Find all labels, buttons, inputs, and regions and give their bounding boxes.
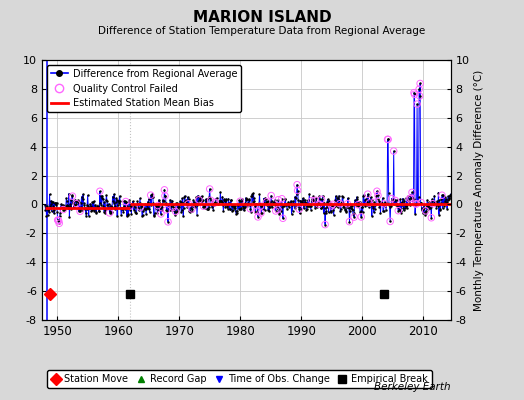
Point [354, 202, 362, 208]
Point [122, 198, 130, 205]
Point [394, 208, 402, 214]
Point [315, 201, 323, 208]
Point [308, 198, 316, 204]
Point [254, 214, 262, 220]
Point [53, 217, 62, 223]
Point [59, 206, 68, 213]
Point [438, 192, 446, 198]
Point [274, 196, 282, 203]
Point [161, 193, 169, 199]
Point [188, 206, 196, 212]
Point [328, 203, 336, 209]
Point [405, 196, 413, 202]
Point [318, 196, 326, 202]
Point [274, 206, 282, 212]
Point [336, 200, 344, 207]
Point [293, 187, 302, 194]
Point [169, 204, 177, 210]
Y-axis label: Monthly Temperature Anomaly Difference (°C): Monthly Temperature Anomaly Difference (… [474, 69, 484, 311]
Point [267, 192, 276, 199]
Point [416, 80, 424, 87]
Point [386, 218, 395, 225]
Point [408, 189, 416, 196]
Point [365, 200, 374, 206]
Point [126, 203, 134, 210]
Text: MARION ISLAND: MARION ISLAND [193, 10, 331, 25]
Point [427, 214, 435, 221]
Point [246, 206, 255, 212]
Text: Difference of Station Temperature Data from Regional Average: Difference of Station Temperature Data f… [99, 26, 425, 36]
Point [415, 86, 423, 92]
Point [413, 101, 421, 107]
Point [76, 208, 84, 214]
Point [211, 200, 219, 206]
Point [54, 217, 62, 224]
Point [96, 188, 104, 194]
Point [407, 195, 415, 201]
Point [253, 208, 261, 214]
Point [257, 210, 265, 216]
Legend: Station Move, Record Gap, Time of Obs. Change, Empirical Break: Station Move, Record Gap, Time of Obs. C… [47, 370, 432, 388]
Point [343, 201, 352, 207]
Point [55, 220, 63, 226]
Point [136, 204, 145, 210]
Point [421, 208, 430, 214]
Point [391, 197, 399, 204]
Point [279, 215, 287, 222]
Point [200, 203, 208, 210]
Point [321, 221, 329, 228]
Point [295, 206, 303, 212]
Point [271, 208, 280, 214]
Point [184, 201, 192, 207]
Point [256, 203, 265, 209]
Point [154, 202, 162, 209]
Point [72, 200, 81, 207]
Point [364, 191, 372, 197]
Point [236, 198, 244, 204]
Point [411, 201, 420, 207]
Point [263, 199, 271, 205]
Point [387, 195, 396, 202]
Point [373, 188, 381, 194]
Point [357, 214, 365, 220]
Point [195, 197, 203, 203]
Point [68, 193, 77, 199]
Point [389, 148, 398, 154]
Point [160, 187, 169, 193]
Point [105, 210, 114, 216]
Point [211, 199, 220, 206]
Point [329, 201, 337, 208]
Point [157, 211, 165, 217]
Point [147, 192, 155, 198]
Point [345, 218, 354, 225]
Point [171, 208, 180, 215]
Point [429, 200, 437, 207]
Point [311, 197, 320, 204]
Point [384, 136, 392, 142]
Point [370, 199, 378, 206]
Point [164, 219, 172, 225]
Point [417, 199, 425, 206]
Point [412, 201, 421, 207]
Point [384, 136, 392, 143]
Point [54, 218, 63, 224]
Point [374, 192, 382, 198]
Point [410, 91, 419, 98]
Point [278, 196, 286, 202]
Point [206, 197, 215, 204]
Point [416, 93, 424, 99]
Point [410, 90, 418, 96]
Point [162, 207, 171, 213]
Point [350, 214, 358, 220]
Point [205, 186, 214, 192]
Point [380, 200, 388, 207]
Text: Berkeley Earth: Berkeley Earth [374, 382, 451, 392]
Point [293, 182, 301, 188]
